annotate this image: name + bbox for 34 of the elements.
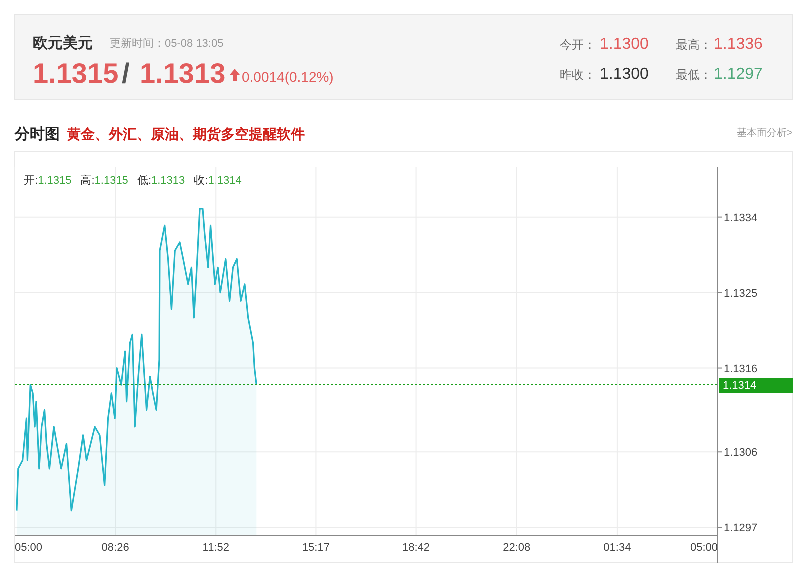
x-tick-label: 22:08 [503, 542, 531, 554]
annotation: 低:1.1313 [137, 175, 186, 187]
annotation: 开:1.1315 [24, 175, 72, 187]
annotation: 高:1.1315 [80, 174, 128, 187]
text: 基本面分析> [737, 127, 794, 139]
text: 今开： [560, 38, 596, 52]
text: 更新时间：05-08 13:05 [110, 37, 224, 50]
chart-subtitle: 黄金、外汇、原油、期货多空提醒软件 [66, 126, 305, 142]
text: 1.1336 [714, 36, 764, 53]
text: 1.1300 [600, 36, 650, 53]
y-tick-label: 1.1316 [724, 363, 758, 376]
chart-title: 分时图 [14, 126, 60, 143]
text: 最高： [676, 38, 712, 52]
x-tick-label: 18:42 [402, 542, 430, 554]
annotation: 收:1.1314 [194, 175, 242, 187]
y-tick-label: 1.1325 [724, 288, 758, 300]
text: 欧元美元 [33, 34, 93, 52]
x-tick-label: 05:00 [15, 542, 43, 554]
x-tick-label: 11:52 [202, 542, 230, 554]
x-tick-label: 08:26 [102, 542, 130, 554]
text: / [122, 58, 130, 89]
x-tick-label: 01:34 [604, 542, 632, 554]
x-tick-label: 15:17 [302, 542, 330, 554]
ref-line-label: 1.1314 [723, 380, 757, 392]
text: 1.1300 [600, 66, 650, 83]
x-tick-label: 05:00 [690, 542, 718, 554]
y-tick-label: 1.1334 [724, 212, 758, 224]
text: 最低： [676, 68, 712, 82]
y-tick-label: 1.1306 [724, 447, 758, 460]
text: 昨收： [560, 68, 596, 82]
text: 1.1313 [140, 58, 226, 89]
text: 1.1315 [33, 58, 119, 89]
text: 0.0014(0.12%) [242, 69, 334, 85]
y-tick-label: 1.1297 [724, 522, 758, 535]
